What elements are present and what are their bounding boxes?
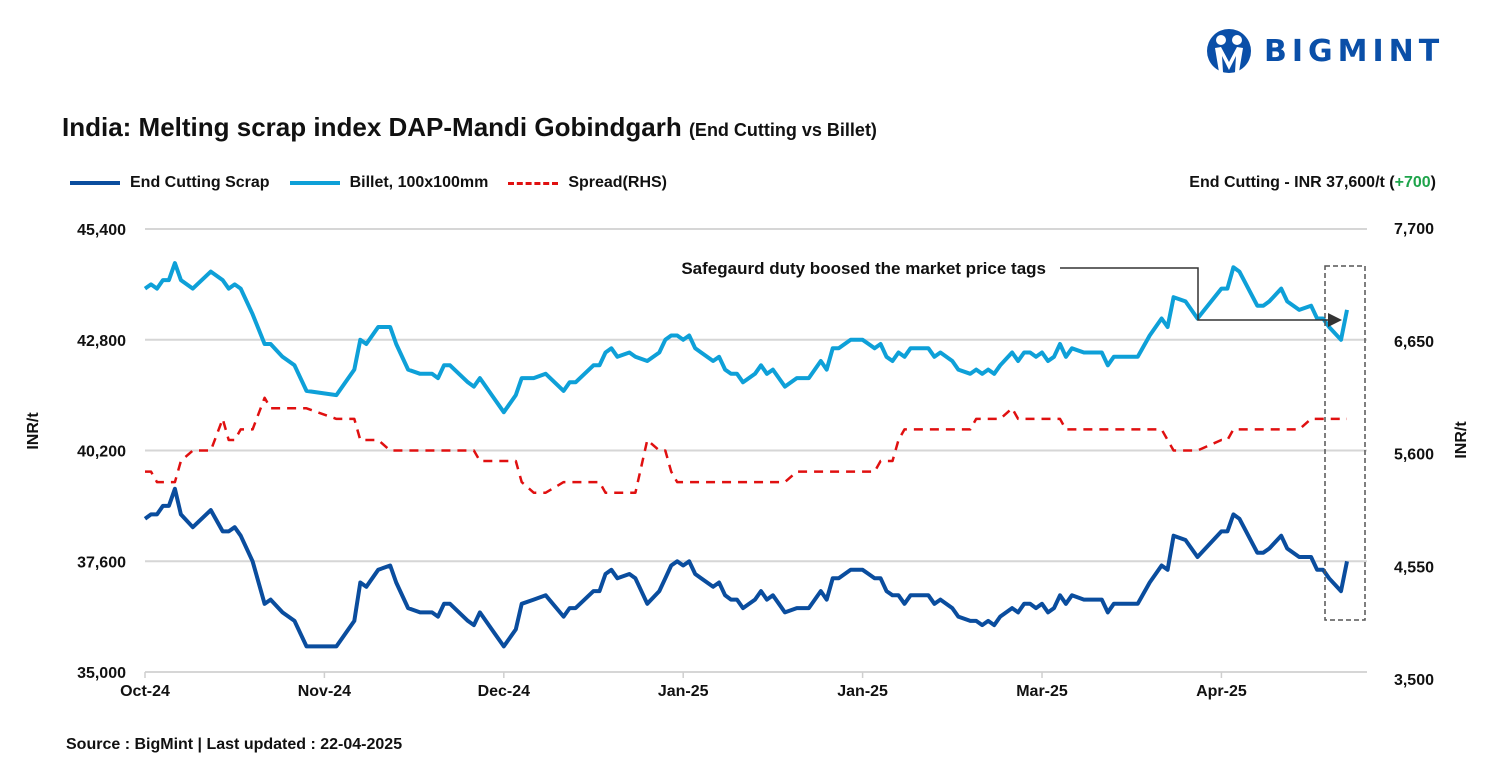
y2-tick-label: 3,500 <box>1394 672 1434 689</box>
y-tick-label: 45,400 <box>77 222 126 239</box>
legend-item-billet: Billet, 100x100mm <box>289 174 489 192</box>
y2-tick-label: 7,700 <box>1394 221 1434 238</box>
legend-label: Billet, 100x100mm <box>349 174 489 191</box>
series-line-billet-100x100mm <box>143 261 1349 415</box>
y2-tick-label: 4,550 <box>1394 559 1434 576</box>
latest-price-text: End Cutting - INR 37,600/t ( <box>1189 174 1395 191</box>
annotation-connector <box>1060 267 1328 321</box>
y-tick-label: 42,800 <box>77 333 126 350</box>
annotation-arrowhead <box>1328 313 1342 327</box>
legend-label: End Cutting Scrap <box>130 174 270 191</box>
legend-item-end-cutting: End Cutting Scrap <box>70 174 270 192</box>
y2-tick-label: 6,650 <box>1394 334 1434 351</box>
bigmint-logo: BIGMINT <box>1206 28 1444 74</box>
chart-title: India: Melting scrap index DAP-Mandi Gob… <box>62 112 877 143</box>
chart-title-main: India: Melting scrap index DAP-Mandi Gob… <box>62 112 682 142</box>
y-axis-label: INR/t <box>25 412 42 450</box>
legend-swatch <box>289 181 340 185</box>
x-tick-label: Oct-24 <box>120 683 170 700</box>
latest-price: End Cutting - INR 37,600/t (+700) <box>1189 174 1436 192</box>
x-tick-label: Mar-25 <box>1016 683 1068 700</box>
y2-tick-label: 5,600 <box>1394 447 1434 464</box>
legend-swatch <box>70 181 120 185</box>
x-tick-label: Nov-24 <box>298 683 351 700</box>
annotation-text: Safegaurd duty boosed the market price t… <box>681 259 1046 278</box>
y-tick-label: 35,000 <box>77 665 126 682</box>
source-note: Source : BigMint | Last updated : 22-04-… <box>66 736 403 753</box>
x-tick-label: Apr-25 <box>1196 683 1247 700</box>
x-tick-label: Jan-25 <box>658 683 709 700</box>
legend: End Cutting Scrap Billet, 100x100mm Spre… <box>70 174 687 192</box>
series-line-spread-rhs <box>145 396 1347 494</box>
series-line-end-cutting-scrap <box>143 486 1349 649</box>
y2-axis-label: INR/t <box>1453 421 1470 459</box>
latest-change: +700 <box>1394 174 1431 191</box>
legend-swatch <box>508 181 559 185</box>
chart-subtitle: (End Cutting vs Billet) <box>688 120 877 140</box>
y-tick-label: 37,600 <box>77 554 126 571</box>
x-tick-label: Dec-24 <box>478 683 531 700</box>
y-tick-label: 40,200 <box>77 444 126 461</box>
legend-item-spread: Spread(RHS) <box>508 174 667 192</box>
latest-price-suffix: ) <box>1430 174 1436 191</box>
legend-label: Spread(RHS) <box>568 174 667 191</box>
highlight-box <box>1324 265 1366 621</box>
bigmint-logo-icon <box>1207 29 1251 73</box>
x-tick-label: Jan-25 <box>837 683 888 700</box>
logo-text: BIGMINT <box>1264 33 1445 69</box>
